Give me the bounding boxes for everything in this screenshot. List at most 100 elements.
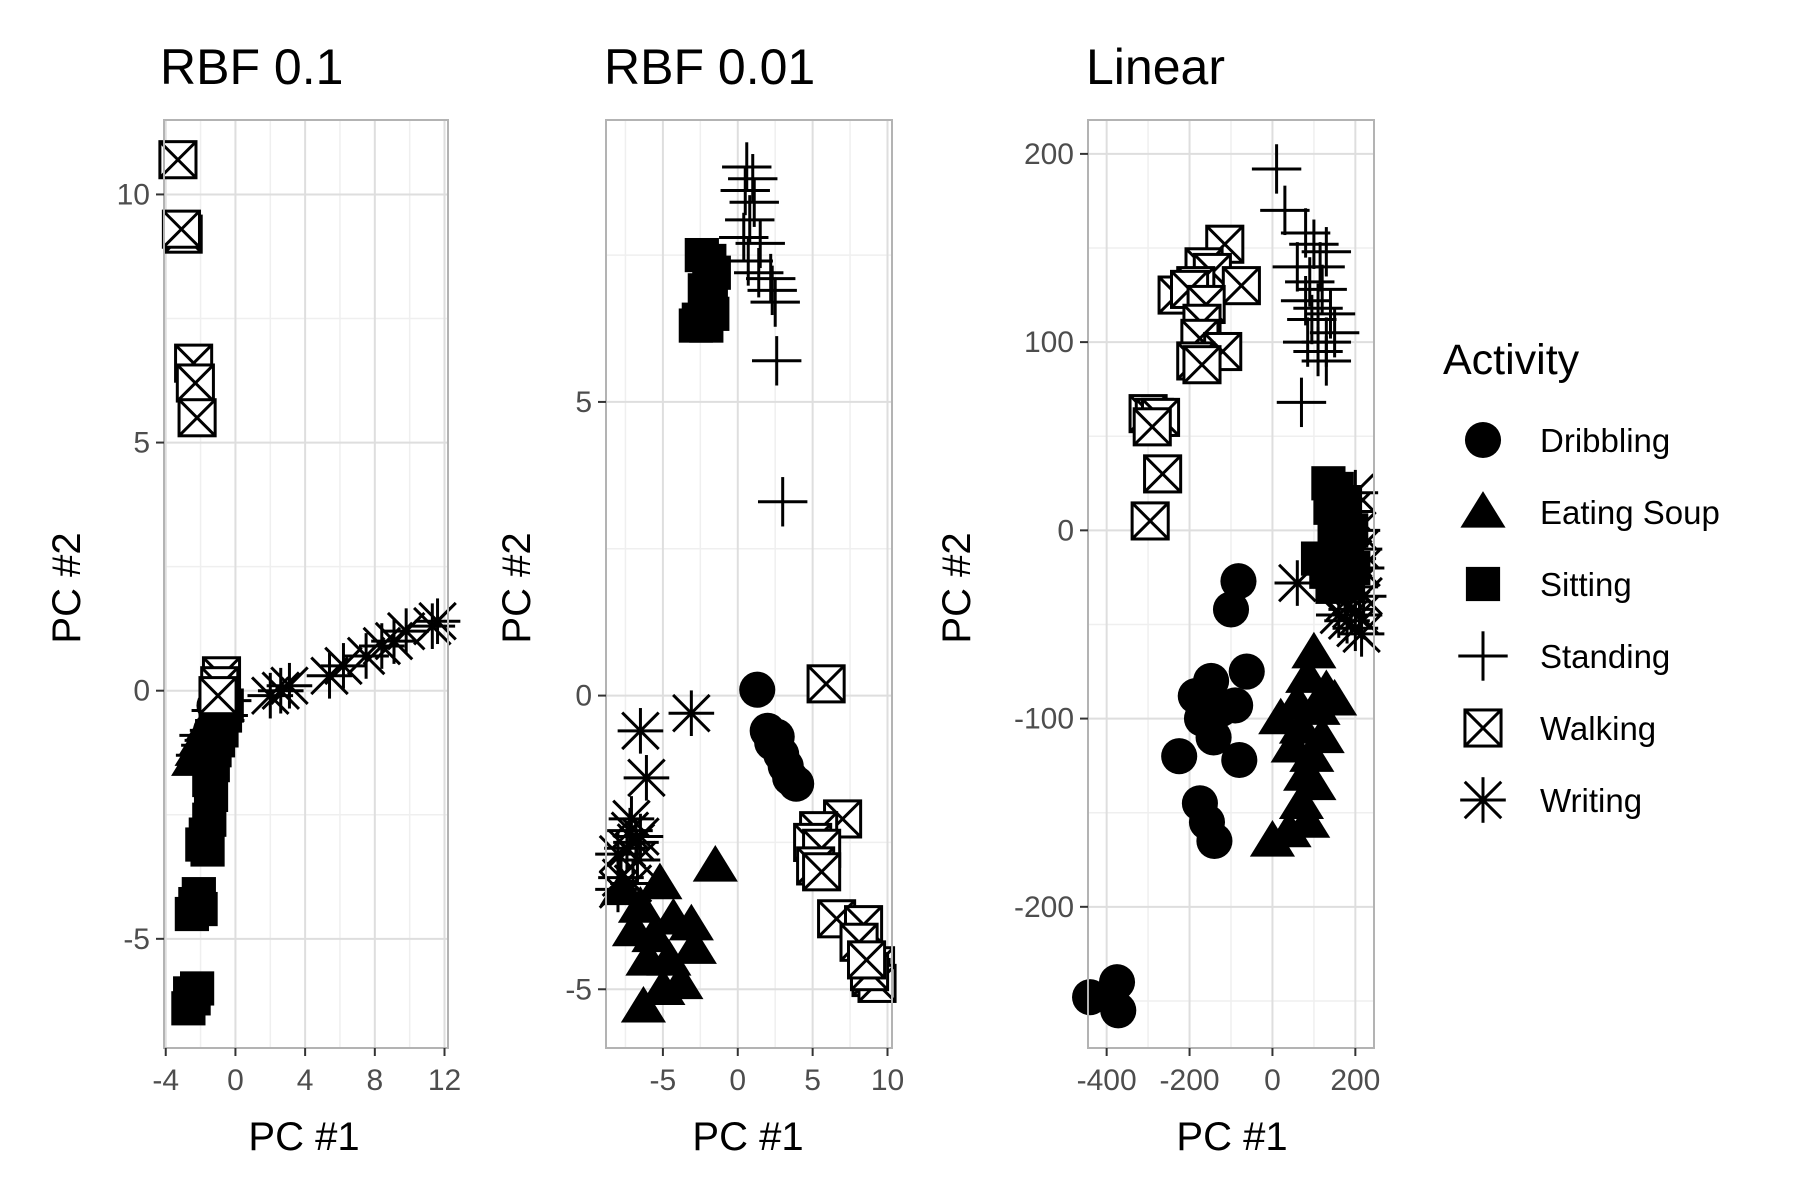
point-walking: [1221, 266, 1261, 306]
point-writing: [1274, 560, 1321, 606]
point-walking: [1130, 501, 1170, 541]
y-tick-label: -5: [123, 923, 150, 956]
point-walking: [177, 398, 217, 438]
point-sitting: [183, 891, 218, 927]
panel-border: [605, 119, 893, 1049]
point-walking: [175, 363, 215, 403]
point-standing: [179, 710, 229, 761]
point-walking: [806, 664, 846, 704]
legend-key-asterisk: [1460, 777, 1506, 823]
point-walking: [1182, 345, 1222, 385]
point-writing: [320, 643, 367, 689]
legend-key-plus: [1458, 631, 1508, 681]
y-tick-label: 10: [117, 178, 150, 211]
x-tick-label: -4: [152, 1064, 179, 1097]
point-walking: [161, 209, 201, 249]
point-standing: [757, 477, 808, 527]
x-axis-title: PC #1: [248, 1115, 359, 1159]
point-standing: [747, 265, 797, 316]
legend-key-boxcross: [1463, 708, 1503, 748]
y-axis-title: PC #2: [495, 532, 539, 643]
x-tick-label: 0: [227, 1064, 244, 1097]
point-walking: [846, 940, 887, 980]
legend-key-circle: [1464, 421, 1502, 459]
legend-entries: Dribbling Eating Soup Sitting Standing Walki…: [1458, 421, 1720, 823]
x-tick-label: 10: [871, 1064, 904, 1097]
panel-rbf-0-01: RBF 0.01 -5 0 5 10 -5 0 5 PC #1 PC #2: [495, 39, 904, 1159]
y-tick-labels: -200 -100 0 100 200: [1014, 138, 1088, 924]
point-eating-soup: [625, 938, 671, 976]
point-dribbling: [1202, 691, 1239, 728]
point-writing: [1328, 488, 1375, 535]
point-dribbling: [1100, 992, 1137, 1029]
point-writing: [617, 708, 664, 754]
point-standing: [1293, 326, 1343, 377]
x-axis-title: PC #1: [692, 1115, 803, 1159]
legend-item: Writing: [1460, 777, 1642, 823]
point-eating-soup: [637, 862, 683, 900]
point-dribbling: [1195, 719, 1232, 756]
x-tick-label: -400: [1077, 1064, 1137, 1097]
point-writing: [383, 608, 429, 654]
series-writing: [1274, 469, 1387, 657]
series-walking: [1128, 224, 1261, 541]
point-dribbling: [1212, 591, 1250, 628]
series-dribbling: [1072, 563, 1265, 1029]
legend-key-triangle: [1460, 491, 1506, 528]
point-standing: [1285, 257, 1335, 307]
y-axis-title: PC #2: [45, 532, 89, 643]
panel-title: Linear: [1086, 39, 1225, 95]
panel-title: RBF 0.01: [604, 39, 815, 95]
point-standing: [1276, 377, 1327, 428]
y-tick-label: -200: [1014, 891, 1074, 924]
point-writing: [610, 860, 656, 907]
point-eating-soup: [671, 927, 717, 964]
x-tick-label: 0: [729, 1064, 746, 1097]
series-walking: [793, 664, 897, 1003]
point-walking: [1132, 407, 1172, 447]
point-eating-soup: [668, 903, 714, 941]
series-writing: [247, 598, 461, 719]
y-tick-label: 100: [1024, 326, 1074, 359]
point-dribbling: [1228, 653, 1265, 690]
legend-item: Sitting: [1465, 566, 1632, 603]
legend-label: Sitting: [1540, 566, 1632, 603]
y-tick-label: 0: [133, 675, 150, 708]
y-tick-labels: -5 0 5 10: [117, 178, 164, 956]
plot-points: [1072, 144, 1387, 1029]
point-standing: [1305, 289, 1356, 339]
point-sitting: [695, 296, 730, 331]
point-standing: [1251, 144, 1302, 194]
legend-item: Standing: [1458, 631, 1670, 681]
x-tick-label: 5: [804, 1064, 821, 1097]
legend-title: Activity: [1443, 336, 1580, 384]
legend-label: Writing: [1540, 782, 1642, 819]
point-standing: [1280, 208, 1331, 258]
point-dribbling: [1196, 822, 1233, 859]
point-dribbling: [1098, 964, 1136, 1001]
x-tick-label: 4: [297, 1064, 314, 1097]
y-tick-label: -100: [1014, 703, 1074, 736]
x-tick-labels: -400 -200 0 200: [1077, 1048, 1380, 1097]
x-tick-labels: -4 0 4 8 12: [152, 1048, 461, 1097]
point-writing: [257, 667, 304, 714]
y-tick-label: 0: [1057, 514, 1074, 547]
point-writing: [266, 662, 313, 709]
plot-points: [595, 142, 897, 1023]
x-axis-title: PC #1: [1176, 1115, 1287, 1159]
x-tick-labels: -5 0 5 10: [650, 1048, 904, 1097]
point-writing: [1338, 611, 1385, 657]
point-eating-soup: [692, 845, 738, 882]
point-writing: [1315, 592, 1362, 638]
legend-item: Walking: [1463, 708, 1656, 748]
series-eating-soup: [1249, 631, 1358, 857]
point-standing: [181, 720, 231, 770]
y-tick-labels: -5 0 5: [565, 386, 606, 1006]
series-dribbling: [739, 671, 815, 802]
plot-points: [158, 140, 461, 1026]
panel-linear: Linear -400 -200 0 200 -200 -100 0 100 200 PC #…: [935, 39, 1387, 1159]
x-tick-label: 0: [1264, 1064, 1281, 1097]
x-tick-label: -5: [650, 1064, 677, 1097]
point-writing: [414, 598, 461, 645]
